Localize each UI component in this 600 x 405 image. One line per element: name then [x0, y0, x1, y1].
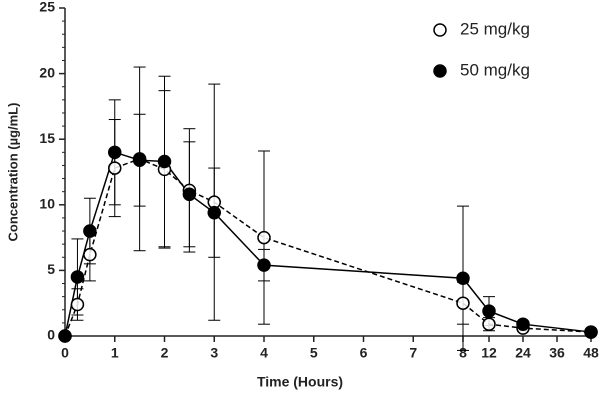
legend-label: 50 mg/kg	[460, 60, 530, 79]
series-line	[64, 151, 592, 337]
data-point	[108, 145, 122, 160]
data-point	[456, 296, 470, 310]
x-tick-label: 5	[310, 345, 318, 361]
data-point	[516, 317, 530, 331]
x-tick-label: 24	[515, 345, 531, 361]
x-tick-label: 7	[409, 345, 417, 361]
x-tick-label: 1	[111, 345, 119, 361]
y-tick-label: 20	[39, 64, 55, 80]
data-point	[83, 224, 97, 238]
data-point	[132, 153, 147, 167]
data-point	[584, 325, 598, 339]
x-tick-label: 6	[360, 345, 368, 361]
data-point	[207, 205, 221, 220]
y-tick-label: 15	[39, 130, 55, 146]
data-point	[482, 304, 496, 318]
data-point	[157, 154, 172, 169]
x-tick-label: 48	[583, 345, 599, 361]
x-tick-label: 2	[161, 345, 169, 361]
y-tick-label: 0	[47, 327, 55, 343]
x-tick-label: 3	[210, 345, 218, 361]
y-tick-label: 10	[39, 196, 55, 212]
y-tick-label: 25	[39, 0, 55, 15]
data-point	[257, 230, 271, 245]
x-tick-label: 0	[61, 345, 69, 361]
data-point	[70, 270, 85, 284]
data-point	[58, 329, 72, 343]
data-point	[83, 247, 97, 262]
data-point	[456, 271, 470, 286]
y-tick-label: 5	[47, 261, 55, 277]
data-point	[482, 317, 496, 331]
x-tick-label: 12	[481, 345, 497, 361]
x-tick-label: 4	[260, 345, 268, 361]
legend-marker	[433, 64, 447, 78]
data-point	[182, 187, 197, 202]
data-point	[257, 258, 271, 272]
x-axis-label: Time (Hours)	[257, 374, 343, 390]
data-point	[70, 297, 85, 312]
legend-marker	[433, 23, 447, 37]
data-point	[108, 161, 122, 175]
y-axis-label: Concentration (µg/mL)	[5, 103, 20, 242]
x-tick-label: 36	[549, 345, 565, 361]
legend-label: 25 mg/kg	[460, 19, 530, 38]
x-tick-label: 8	[459, 345, 467, 361]
series-line	[64, 158, 592, 337]
